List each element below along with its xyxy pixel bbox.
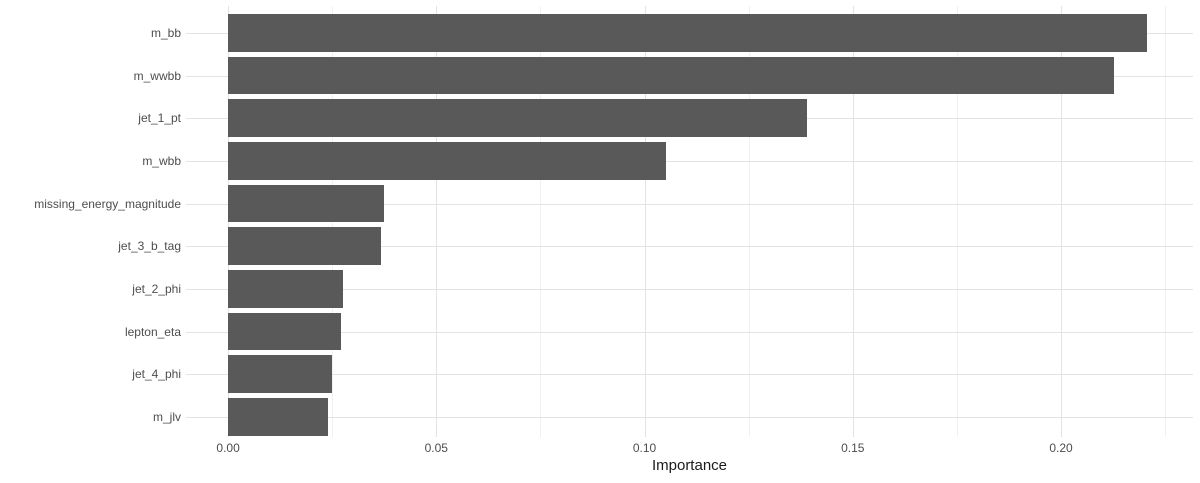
x-axis-tick-label: 0.00 bbox=[216, 441, 240, 455]
minor-vertical-gridline bbox=[748, 6, 750, 437]
importance-bar bbox=[228, 14, 1148, 52]
importance-bar bbox=[228, 355, 333, 393]
major-vertical-gridline bbox=[852, 6, 854, 437]
major-horizontal-gridline bbox=[186, 246, 1193, 248]
x-axis-tick-label: 0.15 bbox=[841, 441, 865, 455]
major-horizontal-gridline bbox=[186, 416, 1193, 418]
minor-vertical-gridline bbox=[956, 6, 958, 437]
y-axis-label: missing_energy_magnitude bbox=[34, 196, 181, 211]
major-horizontal-gridline bbox=[186, 331, 1193, 333]
y-axis-label: m_wbb bbox=[142, 153, 181, 168]
y-axis-label: lepton_eta bbox=[124, 324, 181, 339]
importance-bar bbox=[228, 227, 381, 265]
y-axis-label: jet_3_b_tag bbox=[118, 239, 181, 254]
major-horizontal-gridline bbox=[186, 203, 1193, 205]
y-axis-label: jet_2_phi bbox=[132, 281, 181, 296]
major-vertical-gridline bbox=[436, 6, 438, 437]
importance-bar bbox=[228, 398, 328, 436]
y-axis-label: jet_4_phi bbox=[132, 367, 181, 382]
y-axis-label: m_wwbb bbox=[133, 68, 181, 83]
minor-vertical-gridline bbox=[1165, 6, 1167, 437]
importance-bar bbox=[228, 99, 807, 137]
major-vertical-gridline bbox=[1061, 6, 1062, 437]
x-axis-tick-label: 0.20 bbox=[1049, 441, 1073, 455]
importance-bar bbox=[228, 312, 341, 351]
importance-bar bbox=[228, 56, 1115, 95]
x-axis-title: Importance bbox=[651, 457, 728, 474]
major-vertical-gridline bbox=[644, 6, 646, 437]
x-axis-tick-label: 0.10 bbox=[632, 441, 657, 455]
plot-panel bbox=[186, 6, 1193, 437]
importance-bar bbox=[228, 184, 384, 223]
y-axis-category-labels: m_bb m_wwbb jet_1_pt m_wbb missing_energy_ma… bbox=[0, 6, 181, 437]
importance-bar bbox=[228, 270, 343, 308]
major-horizontal-gridline bbox=[186, 288, 1193, 290]
y-axis-label: m_bb bbox=[150, 25, 181, 40]
x-axis-tick-label: 0.05 bbox=[424, 441, 448, 455]
major-horizontal-gridline bbox=[186, 160, 1193, 162]
importance-bar bbox=[228, 142, 667, 180]
minor-vertical-gridline bbox=[540, 6, 542, 437]
y-axis-label: m_jlv bbox=[152, 409, 181, 424]
major-horizontal-gridline bbox=[186, 374, 1193, 376]
y-axis-label: jet_1_pt bbox=[138, 111, 181, 126]
